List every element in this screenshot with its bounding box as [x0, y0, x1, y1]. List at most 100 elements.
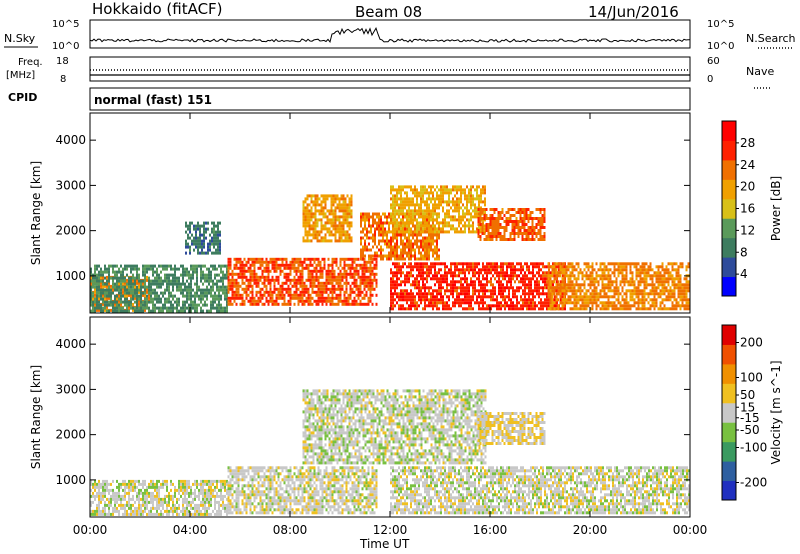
echo-cell [400, 203, 402, 207]
echo-cell [392, 230, 394, 234]
echo-cell [540, 262, 542, 266]
echo-cell [366, 248, 368, 252]
echo-cell [422, 307, 424, 311]
echo-cell [295, 257, 298, 261]
echo-cell [556, 289, 558, 293]
echo-cell [96, 300, 98, 304]
echo-cell [94, 279, 96, 283]
cpid-text: normal (fast) 151 [94, 93, 212, 107]
echo-cell [452, 185, 454, 189]
echo-cell [114, 270, 116, 274]
echo-cell [489, 238, 492, 241]
echo-cell [386, 233, 388, 237]
echo-cell [561, 298, 564, 302]
echo-cell [314, 218, 317, 222]
echo-cell [438, 280, 440, 284]
echo-cell [341, 287, 344, 291]
echo-cell [363, 284, 366, 288]
echo-cell [516, 286, 518, 290]
echo-cell [150, 288, 152, 292]
echo-cell [312, 194, 315, 198]
echo-cell [536, 286, 538, 290]
echo-cell [416, 197, 418, 201]
echo-cell [347, 263, 350, 267]
echo-cell [144, 297, 146, 301]
echo-cell [482, 307, 484, 311]
echo-cell [424, 304, 426, 308]
echo-cell [430, 215, 432, 219]
echo-cell [257, 275, 260, 279]
echo-cell [408, 304, 410, 308]
echo-cell [560, 307, 562, 311]
echo-cell [241, 287, 244, 291]
echo-cell [388, 230, 390, 234]
echo-cell [218, 294, 220, 298]
echo-cell [329, 281, 332, 285]
echo-cell [382, 221, 384, 225]
echo-cell [192, 306, 194, 310]
echo-cell [325, 296, 328, 300]
echo-cell [474, 271, 476, 275]
echo-cell [515, 220, 518, 223]
echo-cell [186, 306, 188, 310]
echo-cell [498, 307, 500, 311]
echo-cell [212, 294, 214, 298]
echo-cell [285, 257, 288, 261]
echo-cell [444, 218, 446, 222]
echo-cell [324, 239, 327, 243]
echo-cell [94, 306, 96, 310]
echo-cell [479, 220, 482, 223]
echo-cell [368, 221, 370, 225]
echo-cell [406, 292, 408, 296]
echo-cell [224, 294, 226, 298]
echo-cell [528, 268, 530, 272]
echo-cell [207, 221, 209, 225]
echo-cell [366, 227, 368, 231]
echo-cell [402, 271, 404, 275]
echo-cell [430, 286, 432, 290]
echo-cell [338, 215, 341, 219]
echo-cell [364, 221, 366, 225]
echo-cell [191, 233, 193, 237]
echo-cell [94, 285, 96, 289]
echo-cell [581, 277, 584, 281]
echo-cell [378, 239, 380, 243]
echo-cell [442, 185, 444, 189]
echo-cell [548, 298, 550, 302]
echo-cell [438, 292, 440, 296]
echo-cell [136, 297, 138, 301]
echo-cell [559, 271, 562, 275]
echo-cell [442, 218, 444, 222]
echo-cell [132, 276, 134, 280]
echo-cell [492, 274, 494, 278]
echo-cell [106, 294, 108, 298]
echo-cell [518, 307, 520, 311]
echo-cell [366, 230, 368, 234]
echo-cell [144, 303, 146, 307]
echo-cell [517, 211, 520, 214]
echo-cell [540, 268, 542, 272]
echo-cell [454, 188, 456, 192]
echo-cell [156, 291, 158, 295]
echo-cell [466, 262, 468, 266]
echo-cell [304, 221, 307, 225]
echo-cell [534, 265, 536, 269]
echo-cell [450, 280, 452, 284]
echo-cell [229, 296, 232, 300]
echo-cell [495, 220, 498, 223]
echo-cell [128, 279, 130, 283]
echo-cell [448, 283, 450, 287]
echo-cell [509, 232, 512, 235]
echo-cell [332, 209, 335, 213]
echo-cell [245, 275, 248, 279]
echo-cell [446, 191, 448, 195]
echo-cell [187, 242, 189, 246]
echo-cell [565, 298, 568, 302]
echo-cell [428, 271, 430, 275]
echo-cell [484, 271, 486, 275]
echo-cell [330, 200, 333, 204]
echo-cell [146, 294, 148, 298]
echo-cell [289, 260, 292, 264]
echo-cell [241, 281, 244, 285]
echo-cell [450, 215, 452, 219]
